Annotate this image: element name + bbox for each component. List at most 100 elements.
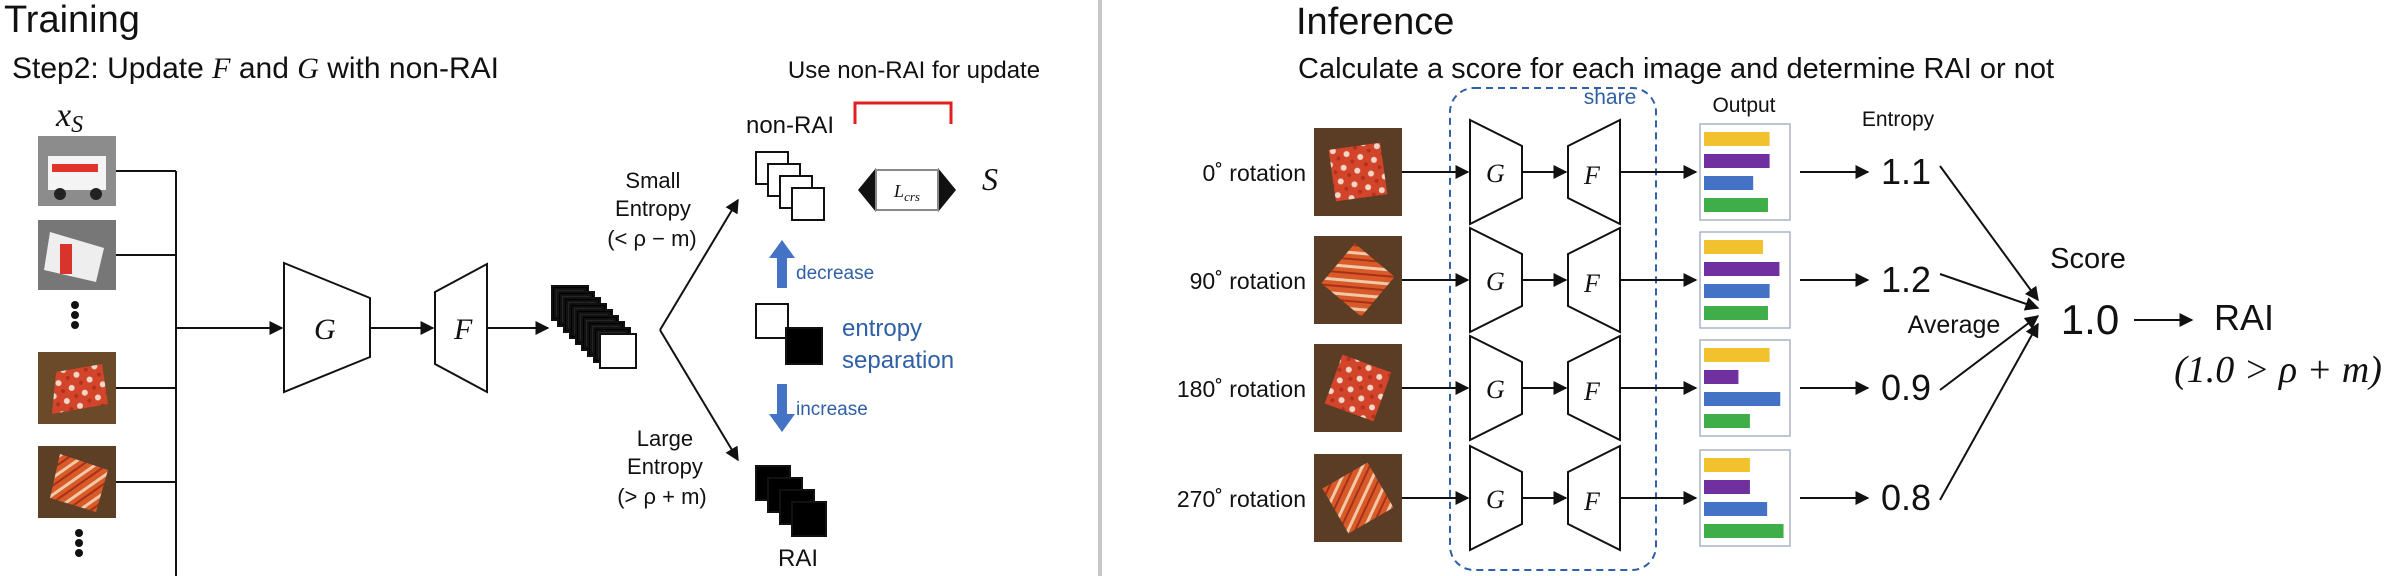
output-bar: [1704, 414, 1750, 428]
panel-divider: [1098, 0, 1102, 576]
pillow-icon: [1321, 243, 1395, 317]
f-label: F: [1583, 487, 1601, 516]
output-bar: [1704, 262, 1780, 276]
entropy-label: Entropy: [1862, 108, 1935, 131]
feature-map: [599, 333, 637, 369]
xs-label: xS: [55, 97, 83, 138]
rotation-label: 180˚ rotation: [1177, 376, 1306, 402]
output-bar: [1704, 458, 1750, 472]
g-network: [1469, 226, 1523, 334]
training-title: Training: [4, 0, 140, 41]
rai-condition: (1.0 > ρ + m): [2174, 349, 2382, 391]
non-rai-label: non-RAI: [746, 112, 834, 139]
rai-label: RAI: [778, 545, 818, 572]
arrow-to-score: [1939, 273, 2040, 311]
entropy-value: 1.2: [1881, 259, 1931, 300]
output-bar: [1704, 132, 1770, 146]
output-bar: [1704, 370, 1739, 384]
entropy-value: 1.1: [1881, 151, 1931, 192]
output-bar: [1704, 284, 1770, 298]
training-step-title: Step2: Update F and G with non-RAI: [12, 52, 499, 85]
output-bar: [1704, 240, 1764, 254]
rai-stack: [755, 465, 827, 537]
input-bracket: [116, 170, 177, 576]
g-network: [1469, 118, 1523, 226]
increase-label: increase: [796, 399, 868, 420]
output-bar: [1704, 502, 1768, 516]
f-network: [1567, 334, 1621, 442]
s-label: S: [982, 161, 998, 197]
f-label: F: [1583, 161, 1601, 190]
increase-arrow: [769, 384, 795, 432]
update-bracket: [853, 101, 953, 124]
rotation-label: 90˚ rotation: [1190, 268, 1306, 294]
source-image-ambulance-1: [38, 136, 116, 206]
output-bar: [1704, 480, 1750, 494]
inference-subtitle: Calculate a score for each image and det…: [1298, 53, 2054, 85]
inference-row: 0˚ rotation G F 1.1: [1202, 118, 2039, 302]
inference-title: Inference: [1296, 1, 1454, 43]
score-label: Score: [2050, 243, 2126, 275]
arrow-to-score: [1939, 322, 2039, 501]
output-bar: [1704, 524, 1784, 538]
output-bar: [1704, 306, 1768, 320]
source-image-pillow-2: [38, 446, 116, 518]
source-image-ambulance-2: [38, 220, 116, 290]
small-entropy-label: Small Entropy (< ρ − m): [607, 168, 697, 251]
non-rai-stack: [755, 151, 825, 221]
pillow-icon: [1324, 354, 1392, 422]
f-network: [1567, 118, 1621, 226]
rai-result: RAI: [2214, 297, 2274, 338]
f-label: F: [1583, 269, 1601, 298]
f-network: [1567, 444, 1621, 552]
arrow-to-non-rai: [659, 198, 739, 331]
loss-arrow-left: [858, 168, 876, 212]
ellipsis-dots-bottom: [75, 529, 83, 557]
g-label: G: [314, 313, 336, 346]
output-bar: [1704, 154, 1770, 168]
source-image-pillow-1: [38, 352, 116, 424]
output-bar: [1704, 348, 1770, 362]
f-label: F: [1583, 377, 1601, 406]
use-non-rai-label: Use non-RAI for update: [788, 57, 1040, 84]
inference-row: 180˚ rotation G F 0.9: [1177, 315, 2040, 442]
output-bar: [1704, 176, 1754, 190]
arrow-to-rai: [659, 329, 739, 462]
score-value: 1.0: [2061, 296, 2119, 343]
loss-arrow-right: [938, 168, 956, 212]
large-entropy-label: Large Entropy (> ρ + m): [617, 426, 709, 509]
arrow-to-score: [1939, 315, 2040, 391]
share-label: share: [1584, 86, 1637, 109]
entropy-value: 0.8: [1881, 477, 1931, 518]
arrow-to-score: [1939, 165, 2039, 302]
entropy-value: 0.9: [1881, 367, 1931, 408]
pillow-icon: [1322, 462, 1394, 534]
inference-row: 270˚ rotation G F 0.8: [1177, 322, 2039, 552]
f-label: F: [453, 313, 473, 346]
g-label: G: [1486, 485, 1505, 514]
share-box: [1449, 87, 1657, 571]
g-network: [1469, 334, 1523, 442]
decrease-label: decrease: [796, 263, 874, 284]
f-network: [1567, 226, 1621, 334]
output-bar: [1704, 198, 1768, 212]
feature-stack: [551, 285, 637, 369]
output-label: Output: [1712, 94, 1775, 117]
loss-box: [875, 169, 939, 211]
ellipsis-dots-top: [71, 301, 79, 329]
g-network: [283, 261, 371, 394]
entropy-separation-icon: [755, 303, 823, 365]
rotation-label: 270˚ rotation: [1177, 486, 1306, 512]
average-label: Average: [1908, 311, 2001, 339]
g-label: G: [1486, 375, 1505, 404]
g-label: G: [1486, 159, 1505, 188]
g-label: G: [1486, 267, 1505, 296]
output-bar: [1704, 392, 1781, 406]
f-network: [434, 262, 488, 394]
rotation-label: 0˚ rotation: [1202, 160, 1306, 186]
entropy-separation-label: entropy separation: [842, 315, 954, 374]
decrease-arrow: [769, 240, 795, 288]
loss-label: Lcrs: [893, 181, 920, 204]
g-network: [1469, 444, 1523, 552]
inference-row: 90˚ rotation G F 1.2: [1190, 226, 2040, 334]
